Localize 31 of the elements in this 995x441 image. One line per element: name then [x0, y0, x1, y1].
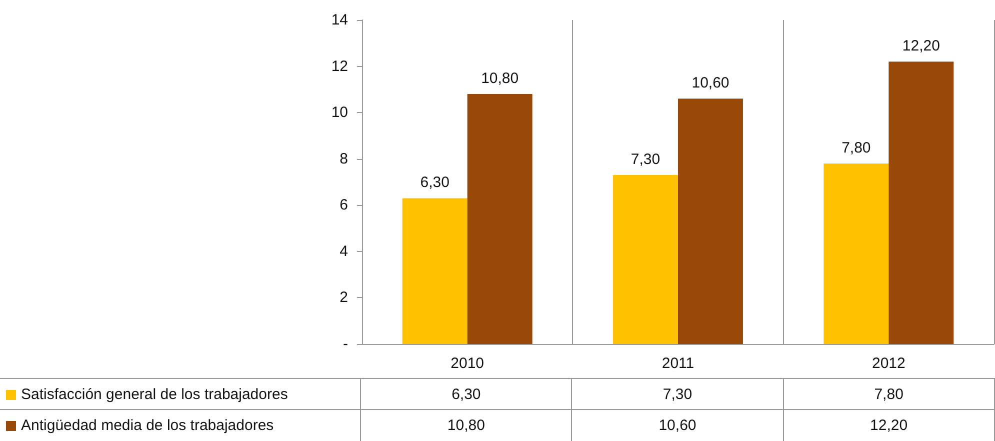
data-label: 6,30 — [360, 378, 572, 410]
data-label: 10,60 — [572, 410, 784, 440]
text: 12,20 — [902, 38, 940, 55]
text: 10,60 — [692, 74, 730, 92]
bar — [402, 198, 468, 344]
text: 7,30 — [630, 151, 660, 168]
bar — [824, 163, 889, 344]
data-label: 10,80 — [360, 410, 572, 440]
bar — [678, 98, 743, 344]
text: 10,80 — [481, 70, 519, 88]
y-tick-label: 10 — [331, 104, 348, 122]
y-tick-label: 8 — [340, 150, 348, 168]
text: 7,80 — [842, 139, 871, 156]
bar — [888, 62, 954, 344]
y-tick-label: 4 — [340, 242, 348, 260]
y-tick-label: 6 — [340, 196, 348, 214]
bar — [613, 175, 678, 344]
legend-label: Satisfacción general de los trabajadores — [0, 378, 360, 410]
y-tick-label: 2 — [340, 289, 348, 306]
data-label: 7,80 — [783, 378, 994, 410]
x-tick-label: 2012 — [872, 355, 906, 372]
data-label: 12,20 — [783, 410, 994, 440]
x-tick-label: 2011 — [662, 355, 694, 372]
y-tick-label: - — [343, 336, 348, 352]
text: 6,30 — [420, 174, 450, 192]
data-label: 7,30 — [572, 378, 784, 410]
legend-label: Antigüedad media de los trabajadores — [0, 410, 360, 440]
y-tick-label: 14 — [331, 12, 348, 28]
bar — [467, 94, 532, 344]
x-tick-label: 2010 — [450, 355, 484, 372]
y-tick-label: 12 — [331, 58, 348, 75]
